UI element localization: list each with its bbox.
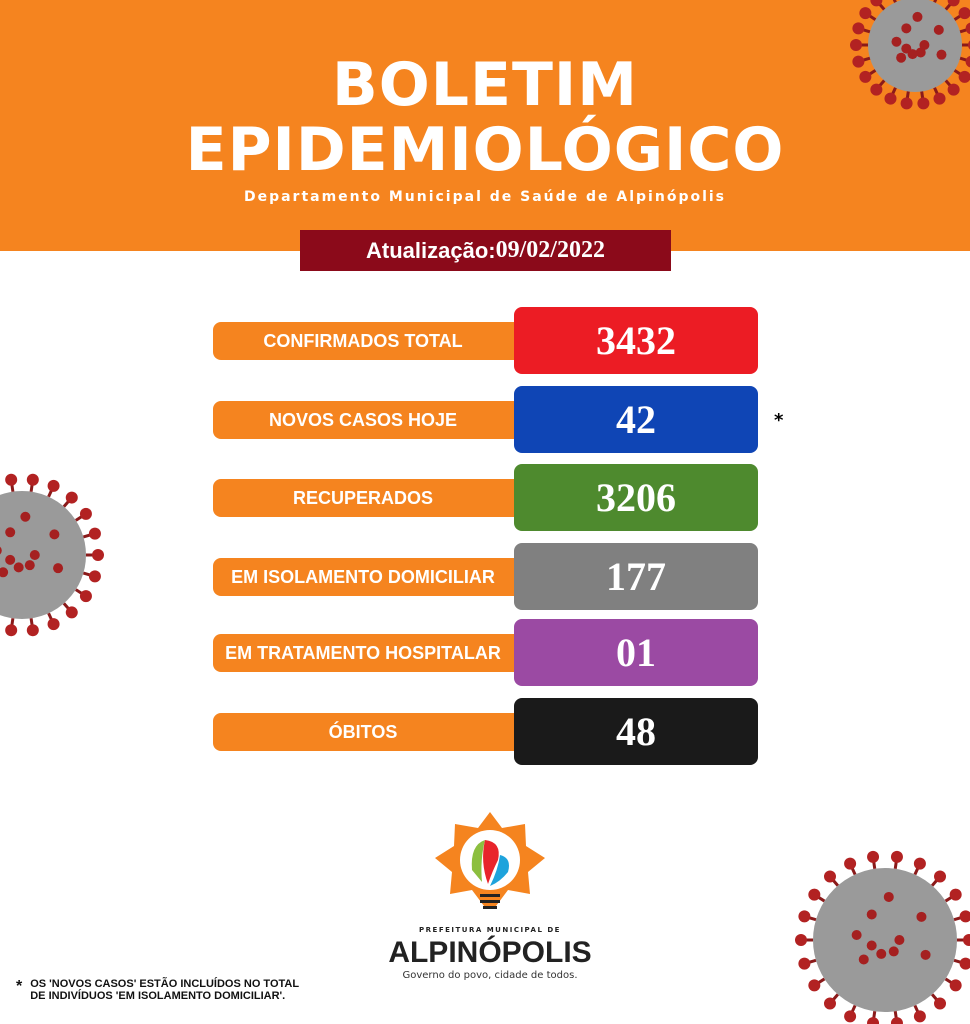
update-date-bar: Atualização: 09/02/2022	[300, 230, 671, 271]
header-banner	[0, 0, 970, 251]
stat-label: EM ISOLAMENTO DOMICILIAR	[213, 558, 533, 596]
update-label: Atualização:	[366, 237, 496, 263]
subtitle: Departamento Municipal de Saúde de Alpin…	[243, 189, 727, 205]
stat-value: 42	[514, 386, 758, 453]
stat-value: 3206	[514, 464, 758, 531]
virus-icon	[0, 473, 104, 637]
footnote-line1: OS 'NOVOS CASOS' ESTÃO INCLUÍDOS NO TOTA…	[30, 978, 300, 990]
stat-label: ÓBITOS	[213, 713, 533, 751]
stat-value: 177	[514, 543, 758, 610]
logo-city: ALPINÓPOLIS	[388, 936, 592, 969]
footnote: * OS 'NOVOS CASOS' ESTÃO INCLUÍDOS NO TO…	[16, 978, 299, 1002]
stat-label: RECUPERADOS	[213, 479, 533, 517]
title-line1: BOLETIM	[332, 50, 638, 120]
stat-label: CONFIRMADOS TOTAL	[213, 322, 533, 360]
stat-value: 01	[514, 619, 758, 686]
stat-label: EM TRATAMENTO HOSPITALAR	[213, 634, 533, 672]
footnote-star: *	[16, 978, 23, 995]
virus-icon	[795, 850, 970, 1024]
virus-icon	[850, 0, 970, 110]
stat-value: 3432	[514, 307, 758, 374]
footnote-marker: *	[774, 410, 784, 431]
update-date: 09/02/2022	[495, 237, 605, 263]
title-line2: EPIDEMIOLÓGICO	[185, 115, 785, 185]
footnote-line2: DE INDIVÍDUOS 'EM ISOLAMENTO DOMICILIAR'…	[30, 990, 286, 1002]
logo-prefix: PREFEITURA MUNICIPAL DE	[419, 926, 561, 934]
logo-slogan: Governo do povo, cidade de todos.	[402, 970, 578, 981]
stat-label: NOVOS CASOS HOJE	[213, 401, 533, 439]
stat-value: 48	[514, 698, 758, 765]
prefeitura-logo	[435, 812, 545, 909]
